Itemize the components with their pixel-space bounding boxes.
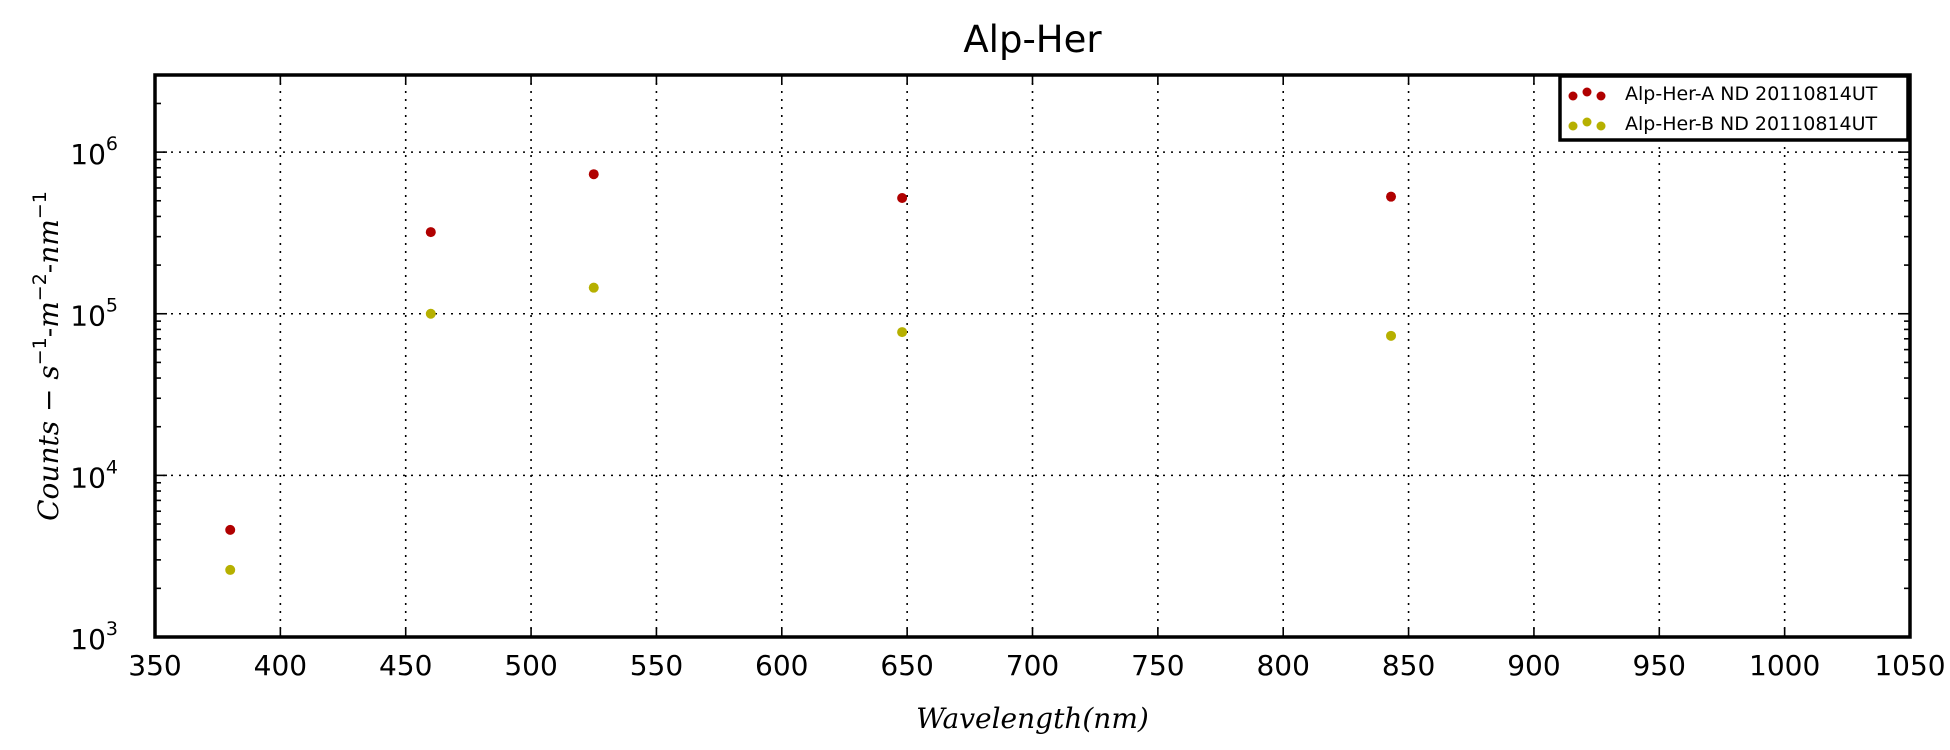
x-tick-label: 550 — [630, 649, 683, 682]
x-tick-label: 950 — [1633, 649, 1686, 682]
x-tick-label: 500 — [504, 649, 557, 682]
y-tick-label: 103 — [70, 618, 118, 656]
legend-box — [1558, 74, 1910, 142]
y-label-s: s — [32, 365, 65, 379]
chart-title: Alp-Her — [963, 18, 1102, 61]
legend-label-alp-her-a: Alp-Her-A ND 20110814UT — [1625, 83, 1878, 105]
x-tick-label: 650 — [880, 649, 933, 682]
x-tick-label: 800 — [1256, 649, 1309, 682]
x-axis-label: Wavelength(nm) — [916, 702, 1149, 735]
legend-marker — [1568, 121, 1578, 131]
x-tick-label: 350 — [128, 649, 181, 682]
x-tick-label: 1050 — [1874, 649, 1945, 682]
legend: Alp-Her-A ND 20110814UT Alp-Her-B ND 201… — [1558, 74, 1910, 142]
legend-marker — [1596, 121, 1606, 131]
legend-marker — [1568, 91, 1578, 101]
y-label-counts: Counts — [32, 421, 65, 521]
x-tick-label: 600 — [755, 649, 808, 682]
legend-marker — [1582, 87, 1592, 97]
legend-markers — [1568, 87, 1606, 131]
x-tick-label: 450 — [379, 649, 432, 682]
data-point-series-b — [1386, 330, 1397, 341]
x-tick-label: 1000 — [1749, 649, 1820, 682]
data-point-series-a — [225, 524, 236, 535]
x-tick-label: 850 — [1382, 649, 1435, 682]
data-point-series-b — [225, 564, 236, 575]
y-label-m: m — [32, 301, 65, 328]
data-point-series-b — [425, 308, 436, 319]
y-label-nm-exp: −1 — [29, 191, 51, 219]
data-point-series-a — [425, 227, 436, 238]
y-tick-label: 105 — [70, 295, 118, 333]
data-point-series-a — [588, 169, 599, 180]
y-label-sep-2: - — [32, 328, 65, 337]
y-label-m-exp: −2 — [29, 273, 51, 301]
x-tick-label: 400 — [254, 649, 307, 682]
x-tick-label: 750 — [1131, 649, 1184, 682]
y-label-sep-1: − — [32, 380, 65, 421]
legend-marker — [1596, 91, 1606, 101]
x-tick-labels: 350 400 450 500 550 600 650 700 750 800 850 900 950 1… — [128, 649, 1945, 682]
data-point-series-a — [1386, 191, 1397, 202]
y-tick-label: 106 — [70, 133, 118, 171]
legend-marker — [1582, 117, 1592, 127]
x-tick-label: 700 — [1006, 649, 1059, 682]
data-point-series-a — [897, 193, 908, 204]
y-tick-labels: 103 104 105 106 — [70, 133, 118, 656]
y-tick-label: 104 — [70, 456, 118, 494]
y-label-s-exp: −1 — [29, 337, 51, 365]
legend-label-alp-her-b: Alp-Her-B ND 20110814UT — [1625, 113, 1878, 135]
data-point-series-b — [897, 327, 908, 338]
x-tick-label: 900 — [1507, 649, 1560, 682]
y-label-sep-3: - — [32, 264, 65, 273]
data-points — [225, 169, 1397, 575]
y-axis-label: Counts − s−1-m−2-nm−1 — [29, 191, 65, 521]
data-point-series-b — [588, 282, 599, 293]
grid-lines — [155, 75, 1910, 637]
y-label-nm: nm — [32, 219, 65, 264]
plot-frame — [153, 73, 1912, 639]
